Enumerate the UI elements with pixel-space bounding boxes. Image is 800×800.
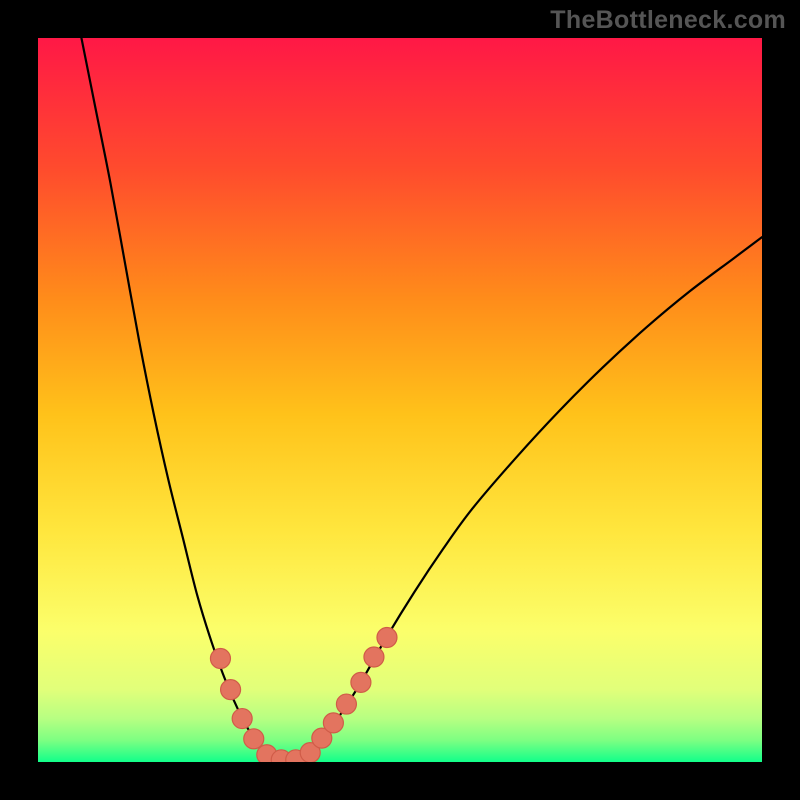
marker-point — [336, 694, 356, 714]
marker-point — [377, 627, 397, 647]
marker-point — [351, 672, 371, 692]
marker-point — [232, 709, 252, 729]
marker-point — [210, 648, 230, 668]
watermark-text: TheBottleneck.com — [550, 6, 786, 35]
chart-root: { "watermark": { "text": "TheBottleneck.… — [0, 0, 800, 800]
gradient-background — [38, 38, 762, 762]
plot-area — [38, 38, 762, 762]
marker-point — [323, 713, 343, 733]
marker-point — [244, 729, 264, 749]
marker-point — [221, 680, 241, 700]
marker-point — [364, 647, 384, 667]
plot-svg — [38, 38, 762, 762]
